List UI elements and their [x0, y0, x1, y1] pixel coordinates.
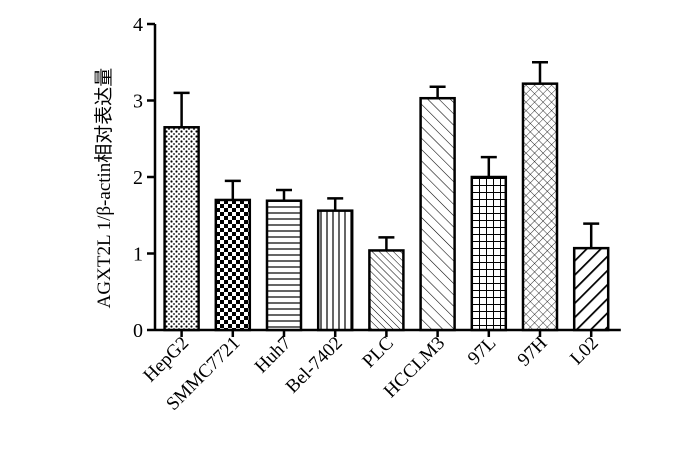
x-tick-label: PLC [358, 333, 397, 372]
x-tick-label: L02 [566, 333, 602, 369]
y-tick-label: 3 [133, 91, 143, 113]
bar-huh7 [265, 199, 303, 332]
y-axis-label: AGXT2L 1/β-actin相对表达量 [93, 68, 115, 309]
x-tick-label: Huh7 [251, 333, 296, 378]
y-tick-label: 4 [133, 14, 143, 36]
bar-97l [470, 175, 508, 332]
bar-hepg2 [163, 126, 200, 332]
x-tick-label: 97L [464, 333, 500, 369]
y-tick-label: 1 [133, 244, 143, 266]
x-tick-label: Bel-7402 [282, 333, 347, 398]
bar-97h [521, 82, 559, 332]
bar-plc [368, 249, 405, 332]
bar-bel-7402 [316, 209, 354, 332]
bar-hcclm3 [419, 96, 456, 332]
bar-l02 [572, 246, 610, 332]
bars-group [163, 61, 610, 332]
x-tick-label: 97H [514, 332, 552, 370]
bar-smmc7721 [214, 198, 252, 332]
y-tick-label: 2 [133, 167, 143, 189]
y-tick-label: 0 [133, 320, 143, 342]
